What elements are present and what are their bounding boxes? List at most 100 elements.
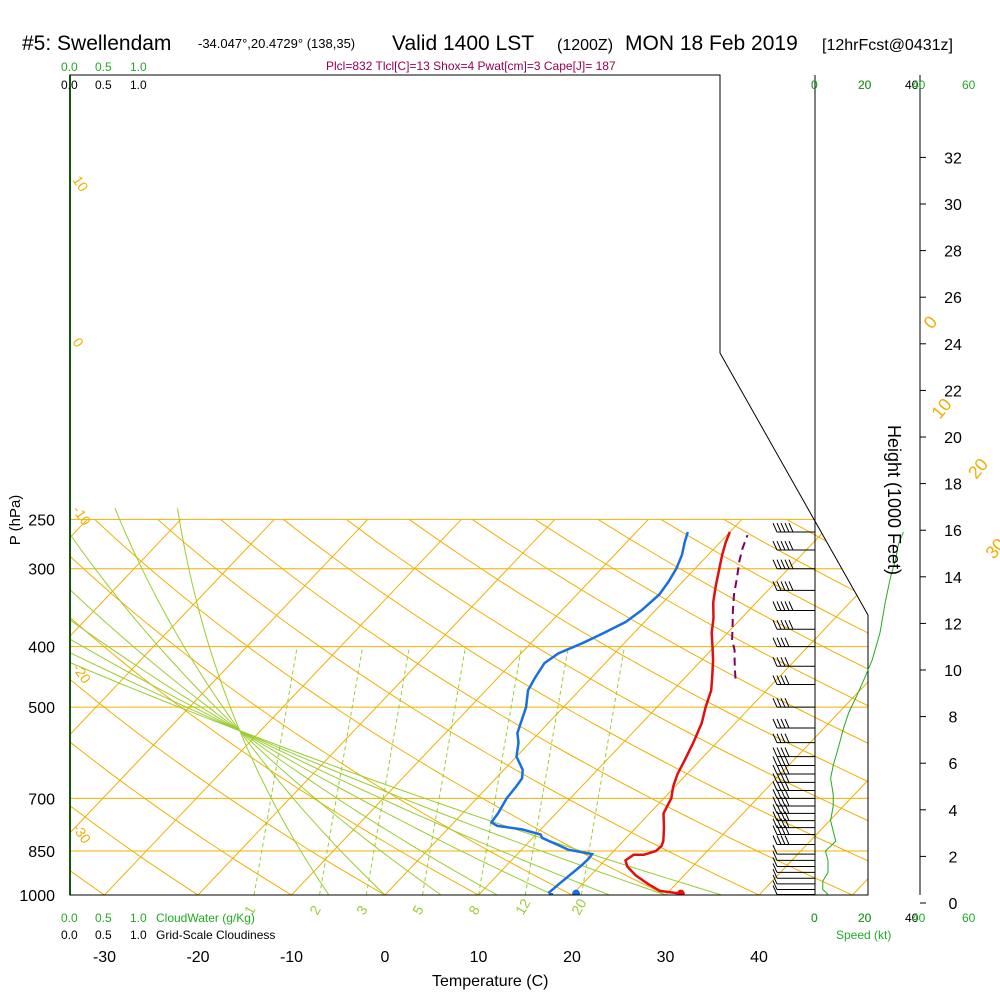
temperature-tick-label: -30 xyxy=(93,949,116,966)
height-tick-label: 28 xyxy=(944,244,962,261)
dry-adiabat xyxy=(70,519,219,895)
wind-barb-flag xyxy=(780,733,786,743)
wind-barb-flag xyxy=(772,825,778,835)
wind-barb-flag xyxy=(776,581,782,591)
wind-barb xyxy=(772,718,815,729)
dry-adiabat xyxy=(70,518,409,895)
wind-barb-flag xyxy=(772,880,778,890)
height-tick-label: 14 xyxy=(944,570,962,587)
wind-barb-flag xyxy=(780,756,786,766)
wind-barb xyxy=(772,522,815,533)
height-tick-label: 32 xyxy=(944,150,962,167)
dry-adiabat xyxy=(70,519,125,895)
moist-adiabat xyxy=(70,508,442,895)
wind-barb-flag xyxy=(780,773,786,783)
wind-barb-flag xyxy=(784,522,790,533)
wind-barb xyxy=(772,764,815,775)
dry-adiabat xyxy=(70,518,504,895)
wind-barb xyxy=(772,851,815,861)
wind-barb-flag xyxy=(772,851,778,861)
wind-barb-flag xyxy=(772,540,778,551)
wind-barb xyxy=(772,869,815,879)
valid-time: Valid 1400 LST xyxy=(392,32,534,55)
forecast-date: MON 18 Feb 2019 xyxy=(625,32,798,55)
height-tick-label: 24 xyxy=(944,337,962,354)
wind-barb-flag xyxy=(784,675,790,685)
wind-barb-flag xyxy=(772,796,778,807)
wind-barb-flag xyxy=(780,540,786,551)
mixing-ratio-label: 2 xyxy=(306,902,324,917)
wind-barb-flag xyxy=(772,581,778,591)
isotherm xyxy=(197,518,556,895)
pressure-tick-label: 250 xyxy=(28,512,55,529)
wind-barb-flag xyxy=(780,619,786,630)
wind-barb-flag xyxy=(788,601,794,611)
wind-barb-flag xyxy=(788,540,794,551)
wind-barb-flag xyxy=(784,718,790,729)
cloudwater-scale-bottom-0: 0.0 xyxy=(61,911,78,925)
wind-barb-flag xyxy=(780,675,786,685)
forecast-info: [12hrFcst@0431z] xyxy=(822,37,953,54)
wind-barb xyxy=(772,619,815,630)
wind-barb-flag xyxy=(772,522,778,533)
moist-adiabat xyxy=(70,507,498,895)
wind-barb-flag xyxy=(784,619,790,630)
wind-barb-flag xyxy=(780,581,786,591)
wind-barb xyxy=(772,773,815,783)
wind-barb-flag xyxy=(772,835,778,845)
speed-scale-top-green-1: 20 xyxy=(858,78,872,92)
wind-barb xyxy=(772,781,815,791)
wind-barb xyxy=(772,540,815,551)
wind-barb xyxy=(772,697,815,708)
dry-adiabat-label: 0 xyxy=(70,335,88,351)
dry-adiabat xyxy=(282,518,868,895)
wind-barb-flag xyxy=(780,764,786,775)
dry-adiabat xyxy=(220,518,868,895)
wind-barb-flag xyxy=(776,781,782,791)
moist-adiabat xyxy=(177,508,330,895)
height-tick-label: 6 xyxy=(949,756,958,773)
wind-barb-flag xyxy=(772,619,778,630)
wind-barb-flag xyxy=(776,637,782,647)
isotherm-label: 20 xyxy=(964,454,992,482)
wind-barb-flag xyxy=(776,601,782,611)
height-tick-label: 18 xyxy=(944,477,962,494)
wind-barb-flag xyxy=(772,789,778,799)
wind-barb xyxy=(772,857,815,867)
wind-barb-flag xyxy=(784,756,790,766)
speed-scale-bottom-black-1: 20 xyxy=(858,911,872,925)
temperature-tick-label: 20 xyxy=(563,949,581,966)
wind-barb-flag xyxy=(772,804,778,814)
temperature-trace xyxy=(624,531,731,895)
wind-barb-flag xyxy=(772,559,778,569)
wind-barb xyxy=(772,747,815,758)
wind-barb-flag xyxy=(776,747,782,757)
dewpoint-trace xyxy=(489,531,689,895)
moist-adiabat xyxy=(70,507,722,895)
dry-adiabat xyxy=(0,519,29,908)
station-coords: -34.047°,20.4729° (138,35) xyxy=(198,36,355,51)
surface-temperature-point xyxy=(676,889,685,895)
isotherm xyxy=(70,518,275,895)
cloudiness-scale-bottom-1: 0.5 xyxy=(95,928,112,942)
dry-adiabat xyxy=(471,518,868,895)
zulu-time: (1200Z) xyxy=(557,37,613,54)
wind-barb-flag xyxy=(772,863,778,873)
height-tick-label: 12 xyxy=(944,616,962,633)
wind-barb xyxy=(772,825,815,836)
wind-barb-flag xyxy=(776,718,782,729)
wind-barb-flag xyxy=(780,559,786,569)
speed-label: Speed (kt) xyxy=(836,928,891,942)
cloudwater-scale-bottom-2: 1.0 xyxy=(130,911,147,925)
wind-barb-flag xyxy=(788,522,794,533)
wind-barb xyxy=(772,657,815,667)
speed-scale-bottom-black-0: 0 xyxy=(811,911,818,925)
height-tick-label: 4 xyxy=(949,803,958,820)
speed-scale-bottom-green-1: 20 xyxy=(858,911,872,925)
plot-outline xyxy=(69,74,869,896)
wind-barb-flag xyxy=(776,773,782,783)
mixing-ratio-label: 3 xyxy=(353,902,371,917)
wind-barb xyxy=(772,675,815,686)
